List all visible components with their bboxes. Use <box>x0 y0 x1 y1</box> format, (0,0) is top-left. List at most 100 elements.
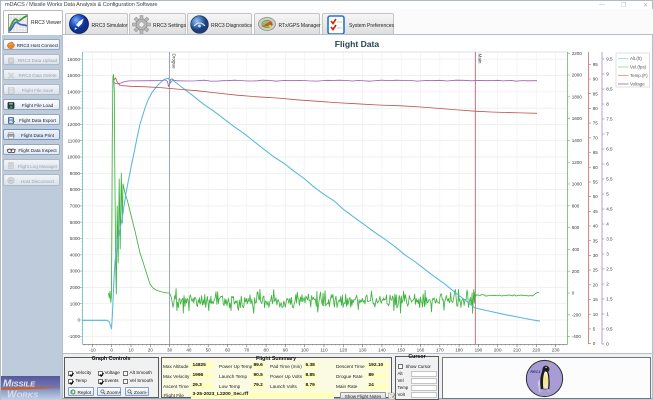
svg-text:150: 150 <box>397 348 405 353</box>
svg-text:7000: 7000 <box>70 204 81 209</box>
svg-text:0: 0 <box>606 342 609 347</box>
svg-text:2000: 2000 <box>572 73 583 78</box>
svg-text:200: 200 <box>494 348 502 353</box>
svg-text:120: 120 <box>339 348 347 353</box>
svg-text:16000: 16000 <box>67 57 80 62</box>
svg-text:1.5: 1.5 <box>606 297 613 302</box>
svg-text:2000: 2000 <box>70 285 81 290</box>
svg-text:2200: 2200 <box>572 51 583 56</box>
svg-text:12000: 12000 <box>67 122 80 127</box>
svg-text:1000: 1000 <box>70 301 81 306</box>
svg-text:Main: Main <box>477 54 482 64</box>
svg-text:Drogue: Drogue <box>171 54 176 70</box>
svg-text:95: 95 <box>593 62 599 67</box>
svg-text:WORKS: WORKS <box>7 390 38 400</box>
svg-text:6.5: 6.5 <box>606 147 613 152</box>
svg-text:MISSILE: MISSILE <box>3 379 36 390</box>
svg-text:8.5: 8.5 <box>606 87 613 92</box>
svg-text:70: 70 <box>593 135 599 140</box>
svg-text:9000: 9000 <box>70 171 81 176</box>
svg-text:8: 8 <box>606 102 609 107</box>
svg-text:15000: 15000 <box>67 73 80 78</box>
svg-text:65: 65 <box>593 150 599 155</box>
svg-text:10000: 10000 <box>67 155 80 160</box>
svg-text:230: 230 <box>552 348 560 353</box>
svg-text:10: 10 <box>128 348 134 353</box>
svg-text:210: 210 <box>513 348 521 353</box>
svg-text:30: 30 <box>167 348 173 353</box>
svg-text:30: 30 <box>593 253 599 258</box>
svg-text:50: 50 <box>206 348 212 353</box>
svg-text:2.5: 2.5 <box>606 267 613 272</box>
svg-text:-200: -200 <box>572 312 582 317</box>
svg-text:45: 45 <box>593 209 599 214</box>
svg-text:110: 110 <box>320 348 328 353</box>
svg-text:220: 220 <box>532 348 540 353</box>
svg-text:Voltage: Voltage <box>630 82 645 87</box>
svg-text:2: 2 <box>606 282 609 287</box>
svg-text:13000: 13000 <box>67 106 80 111</box>
svg-text:1600: 1600 <box>572 116 583 121</box>
svg-text:4.5: 4.5 <box>606 207 613 212</box>
svg-text:6: 6 <box>606 162 609 167</box>
svg-text:Flight Data: Flight Data <box>335 39 380 49</box>
svg-text:160: 160 <box>417 348 425 353</box>
svg-text:9.5: 9.5 <box>606 57 613 62</box>
svg-text:40: 40 <box>593 224 599 229</box>
svg-text:35: 35 <box>593 238 599 243</box>
svg-text:-10: -10 <box>89 348 96 353</box>
svg-text:5000: 5000 <box>70 236 81 241</box>
svg-text:1: 1 <box>606 312 609 317</box>
svg-text:80: 80 <box>264 348 270 353</box>
svg-text:Temp.(F): Temp.(F) <box>630 73 648 78</box>
svg-text:14000: 14000 <box>67 89 80 94</box>
svg-text:90: 90 <box>283 348 289 353</box>
svg-text:5.5: 5.5 <box>606 177 613 182</box>
svg-text:11000: 11000 <box>68 138 81 143</box>
svg-text:100: 100 <box>301 348 309 353</box>
svg-text:5: 5 <box>606 192 609 197</box>
svg-text:70: 70 <box>244 348 250 353</box>
svg-text:6000: 6000 <box>70 220 81 225</box>
svg-text:55: 55 <box>593 180 599 185</box>
svg-text:170: 170 <box>436 348 444 353</box>
svg-text:20: 20 <box>148 348 154 353</box>
svg-text:7: 7 <box>606 132 609 137</box>
svg-text:75: 75 <box>593 121 599 126</box>
svg-text:-1000: -1000 <box>68 334 80 339</box>
svg-text:RRC3: RRC3 <box>530 370 541 374</box>
svg-text:1000: 1000 <box>572 182 583 187</box>
svg-text:1800: 1800 <box>572 94 583 99</box>
svg-text:0.5: 0.5 <box>606 327 613 332</box>
svg-text:1400: 1400 <box>572 138 583 143</box>
svg-text:10: 10 <box>593 312 599 317</box>
svg-text:400: 400 <box>572 247 580 252</box>
svg-text:4: 4 <box>606 222 609 227</box>
svg-text:90: 90 <box>593 77 599 82</box>
svg-text:180: 180 <box>455 348 463 353</box>
svg-text:9: 9 <box>606 72 609 77</box>
svg-text:7.5: 7.5 <box>606 117 613 122</box>
svg-text:0: 0 <box>593 341 596 346</box>
svg-text:190: 190 <box>475 348 483 353</box>
svg-text:25: 25 <box>593 268 599 273</box>
svg-text:0: 0 <box>77 318 80 323</box>
svg-text:15: 15 <box>593 297 599 302</box>
svg-text:600: 600 <box>572 225 580 230</box>
svg-text:5: 5 <box>593 327 596 332</box>
svg-text:85: 85 <box>593 91 599 96</box>
svg-text:20: 20 <box>593 282 599 287</box>
svg-text:3.5: 3.5 <box>606 237 613 242</box>
svg-text:1200: 1200 <box>572 160 583 165</box>
svg-text:50: 50 <box>593 194 599 199</box>
svg-text:800: 800 <box>572 203 580 208</box>
svg-text:60: 60 <box>225 348 231 353</box>
svg-text:60: 60 <box>593 165 599 170</box>
svg-text:3000: 3000 <box>70 269 81 274</box>
svg-text:130: 130 <box>359 348 367 353</box>
svg-text:8000: 8000 <box>70 187 81 192</box>
svg-text:40: 40 <box>186 348 192 353</box>
svg-text:80: 80 <box>593 106 599 111</box>
svg-text:Alt.(ft): Alt.(ft) <box>630 56 642 61</box>
svg-text:Vel.(fps): Vel.(fps) <box>630 65 647 70</box>
